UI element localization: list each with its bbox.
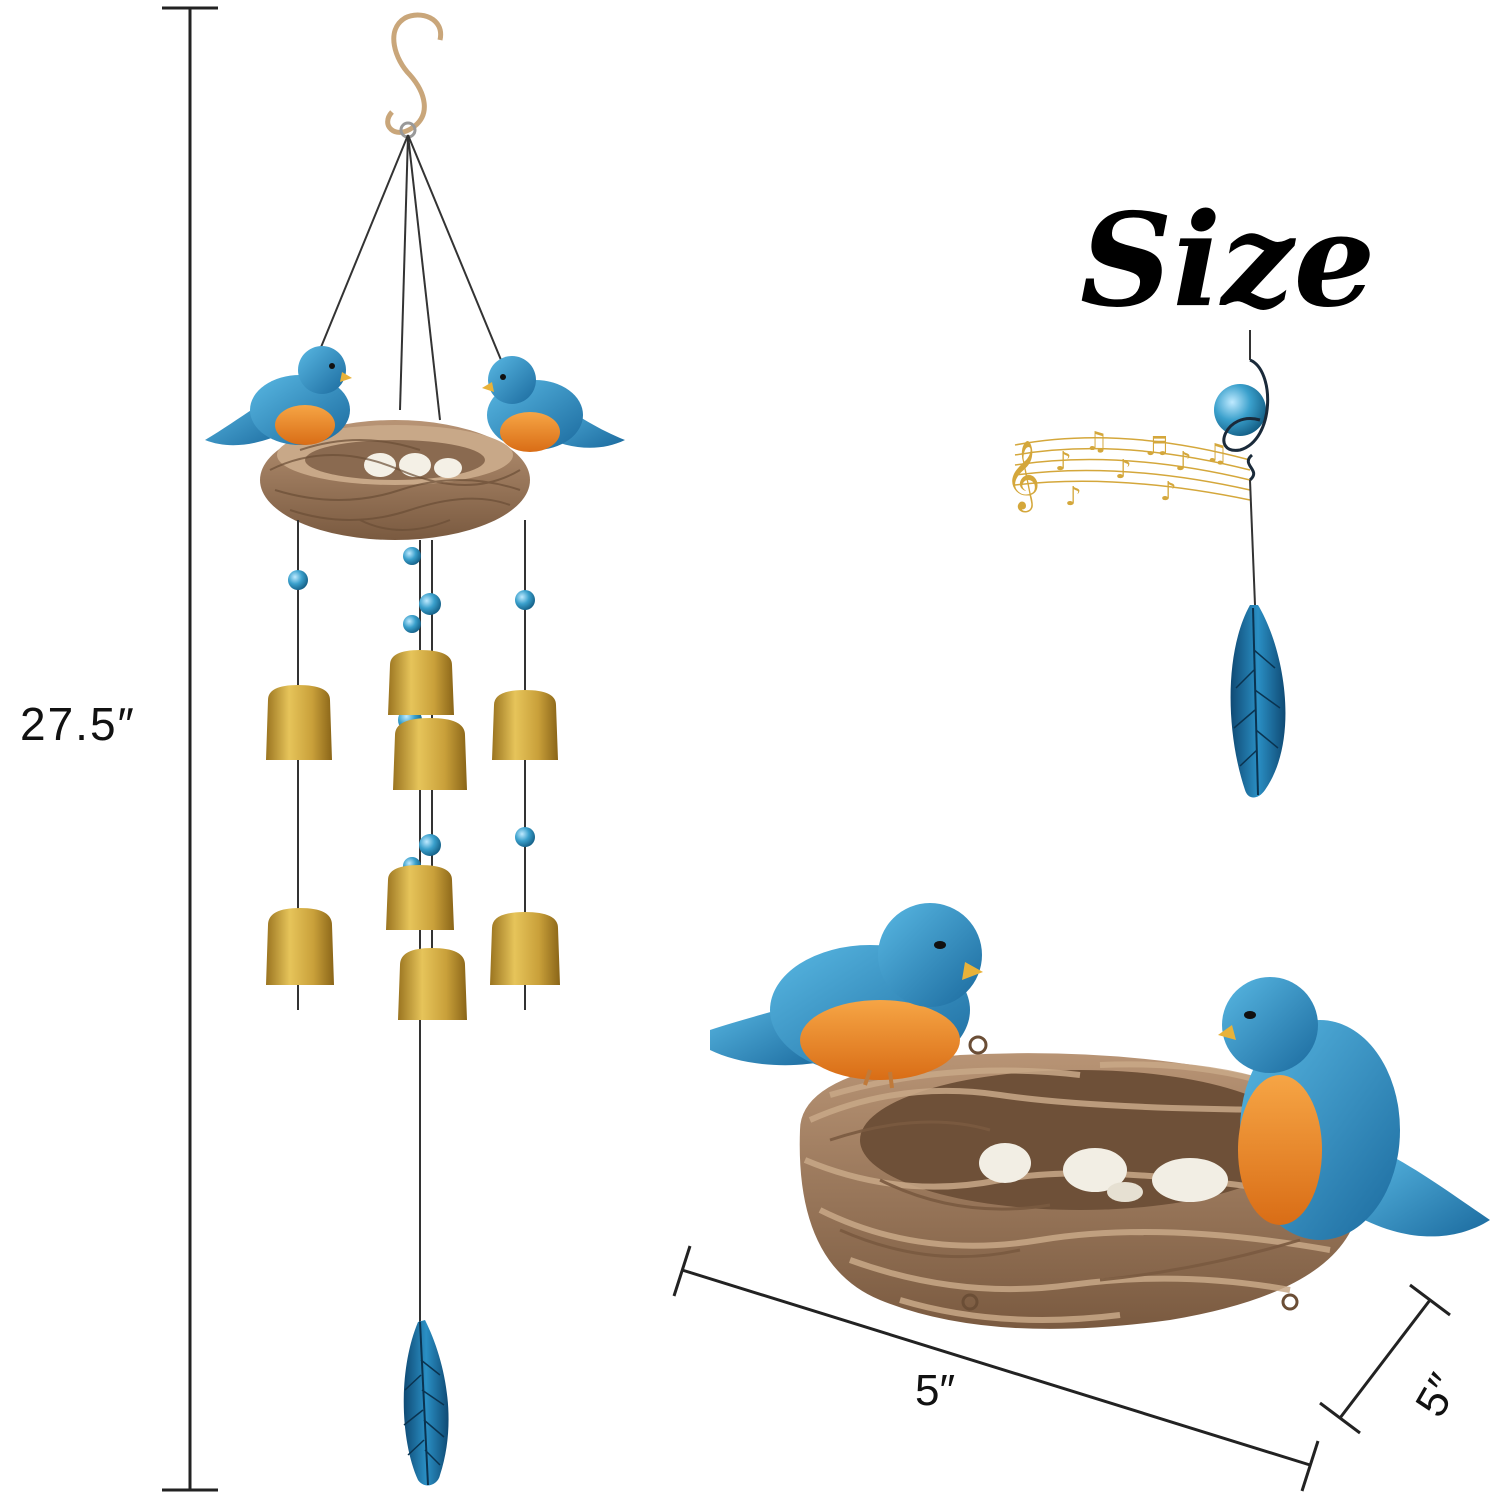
width-dimension: 5″ (672, 1245, 1320, 1492)
egg (364, 453, 396, 477)
svg-text:♪: ♪ (1175, 447, 1192, 477)
height-label: 27.5″ (20, 698, 136, 750)
bead (288, 570, 308, 590)
glass-ball (1214, 384, 1266, 436)
egg (434, 458, 462, 478)
wind-chime-full (205, 12, 625, 1486)
bird-left (205, 346, 352, 446)
bead (403, 547, 421, 565)
nest (260, 420, 530, 540)
depth-dimension-bottom-cap (1319, 1401, 1361, 1435)
bird-right-detail (1218, 977, 1490, 1240)
feather-left (403, 1320, 449, 1486)
s-hook (385, 12, 444, 135)
bead (419, 834, 441, 856)
svg-text:♫: ♫ (1085, 427, 1108, 457)
svg-text:♫: ♫ (1205, 439, 1228, 469)
bell (490, 912, 560, 985)
bell (266, 685, 332, 760)
bell (386, 865, 454, 930)
svg-text:♬: ♬ (1145, 432, 1168, 462)
bird-left-detail (710, 903, 983, 1089)
egg (1152, 1158, 1228, 1202)
bell (266, 908, 334, 985)
egg (1107, 1182, 1143, 1202)
depth-label: 5″ (1406, 1366, 1468, 1425)
bead (419, 593, 441, 615)
bead (403, 615, 421, 633)
bell (388, 650, 454, 715)
title: Size (1080, 186, 1375, 336)
bead (515, 590, 535, 610)
egg (979, 1143, 1031, 1183)
bell (393, 718, 467, 790)
depth-dimension-line (1338, 1299, 1432, 1419)
depth-dimension: 5″ (1319, 1283, 1469, 1435)
bird-right (482, 356, 625, 452)
svg-text:♪: ♪ (1065, 482, 1082, 512)
svg-text:♪: ♪ (1160, 477, 1177, 507)
bell (398, 948, 467, 1020)
bead (515, 827, 535, 847)
svg-text:♪: ♪ (1055, 447, 1072, 477)
bells (266, 650, 560, 1020)
svg-text:♪: ♪ (1115, 455, 1132, 485)
nest-detail (710, 903, 1490, 1329)
bell (492, 690, 558, 760)
pendant-detail (1214, 330, 1286, 798)
width-label: 5″ (915, 1366, 955, 1415)
svg-text:𝄞: 𝄞 (1005, 440, 1040, 512)
height-dimension: 27.5″ (15, 6, 218, 1492)
width-dimension-right-cap (1300, 1440, 1320, 1492)
music-notes-icon: 𝄞 ♪ ♫ ♪ ♬ ♪ ♫ ♪ ♪ (1005, 427, 1251, 512)
width-dimension-line (681, 1268, 1311, 1467)
egg (399, 453, 431, 477)
egg (1063, 1148, 1127, 1192)
width-dimension-left-cap (672, 1245, 692, 1297)
depth-dimension-top-cap (1409, 1283, 1451, 1317)
